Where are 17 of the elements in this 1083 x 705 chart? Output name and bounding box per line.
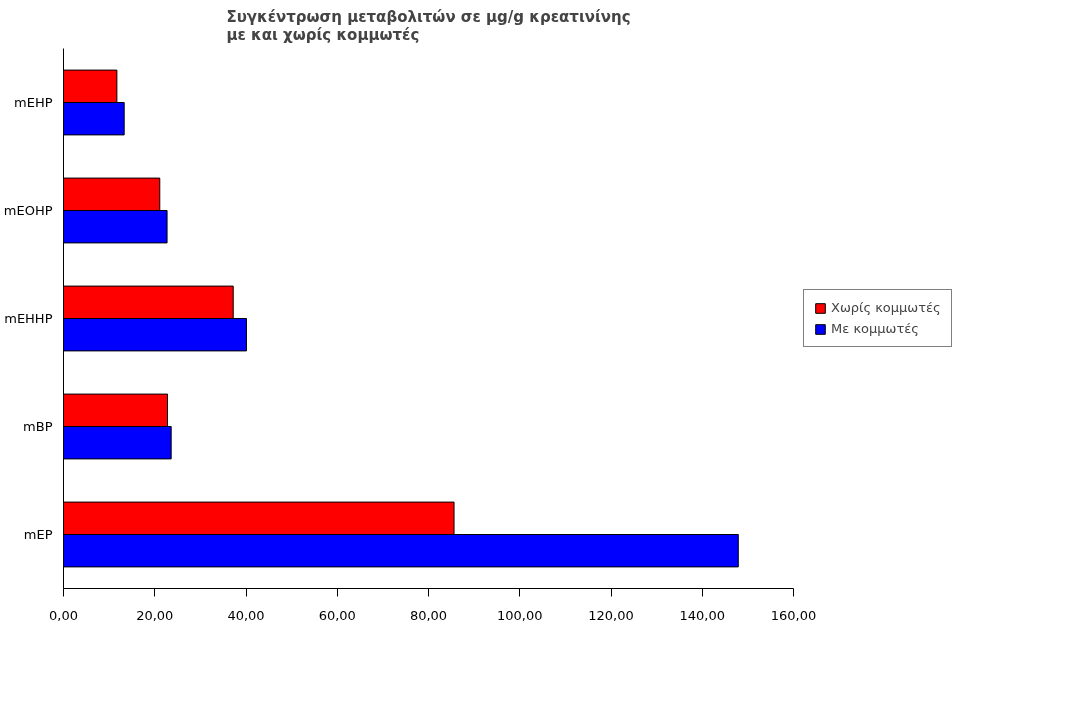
y-tick-label: mEOHP	[3, 203, 53, 218]
x-tick-label: 120,00	[588, 607, 634, 623]
x-tick-label: 100,00	[497, 607, 543, 623]
x-tick-label: 140,00	[679, 607, 726, 623]
legend-label: Χωρίς κομμωτές	[831, 300, 941, 315]
x-tick-label: 40,00	[227, 607, 265, 623]
chart-title: Συγκέντρωση μεταβολιτών σε μg/g κρεατινίνης με και χωρίς κομμωτές	[226, 7, 631, 44]
x-tick-label: 0,00	[49, 607, 78, 623]
legend-label: Με κομμωτές	[831, 321, 919, 336]
x-tick-label: 60,00	[318, 607, 356, 623]
y-tick-label: mEP	[23, 527, 53, 542]
y-tick-label: mEHHP	[4, 311, 53, 326]
x-tick-label: 160,00	[770, 607, 817, 623]
x-tick-label: 80,00	[409, 607, 448, 623]
x-tick-label: 20,00	[136, 607, 174, 623]
y-tick-label: mEHP	[14, 95, 53, 110]
y-tick-label: mBP	[23, 419, 53, 434]
